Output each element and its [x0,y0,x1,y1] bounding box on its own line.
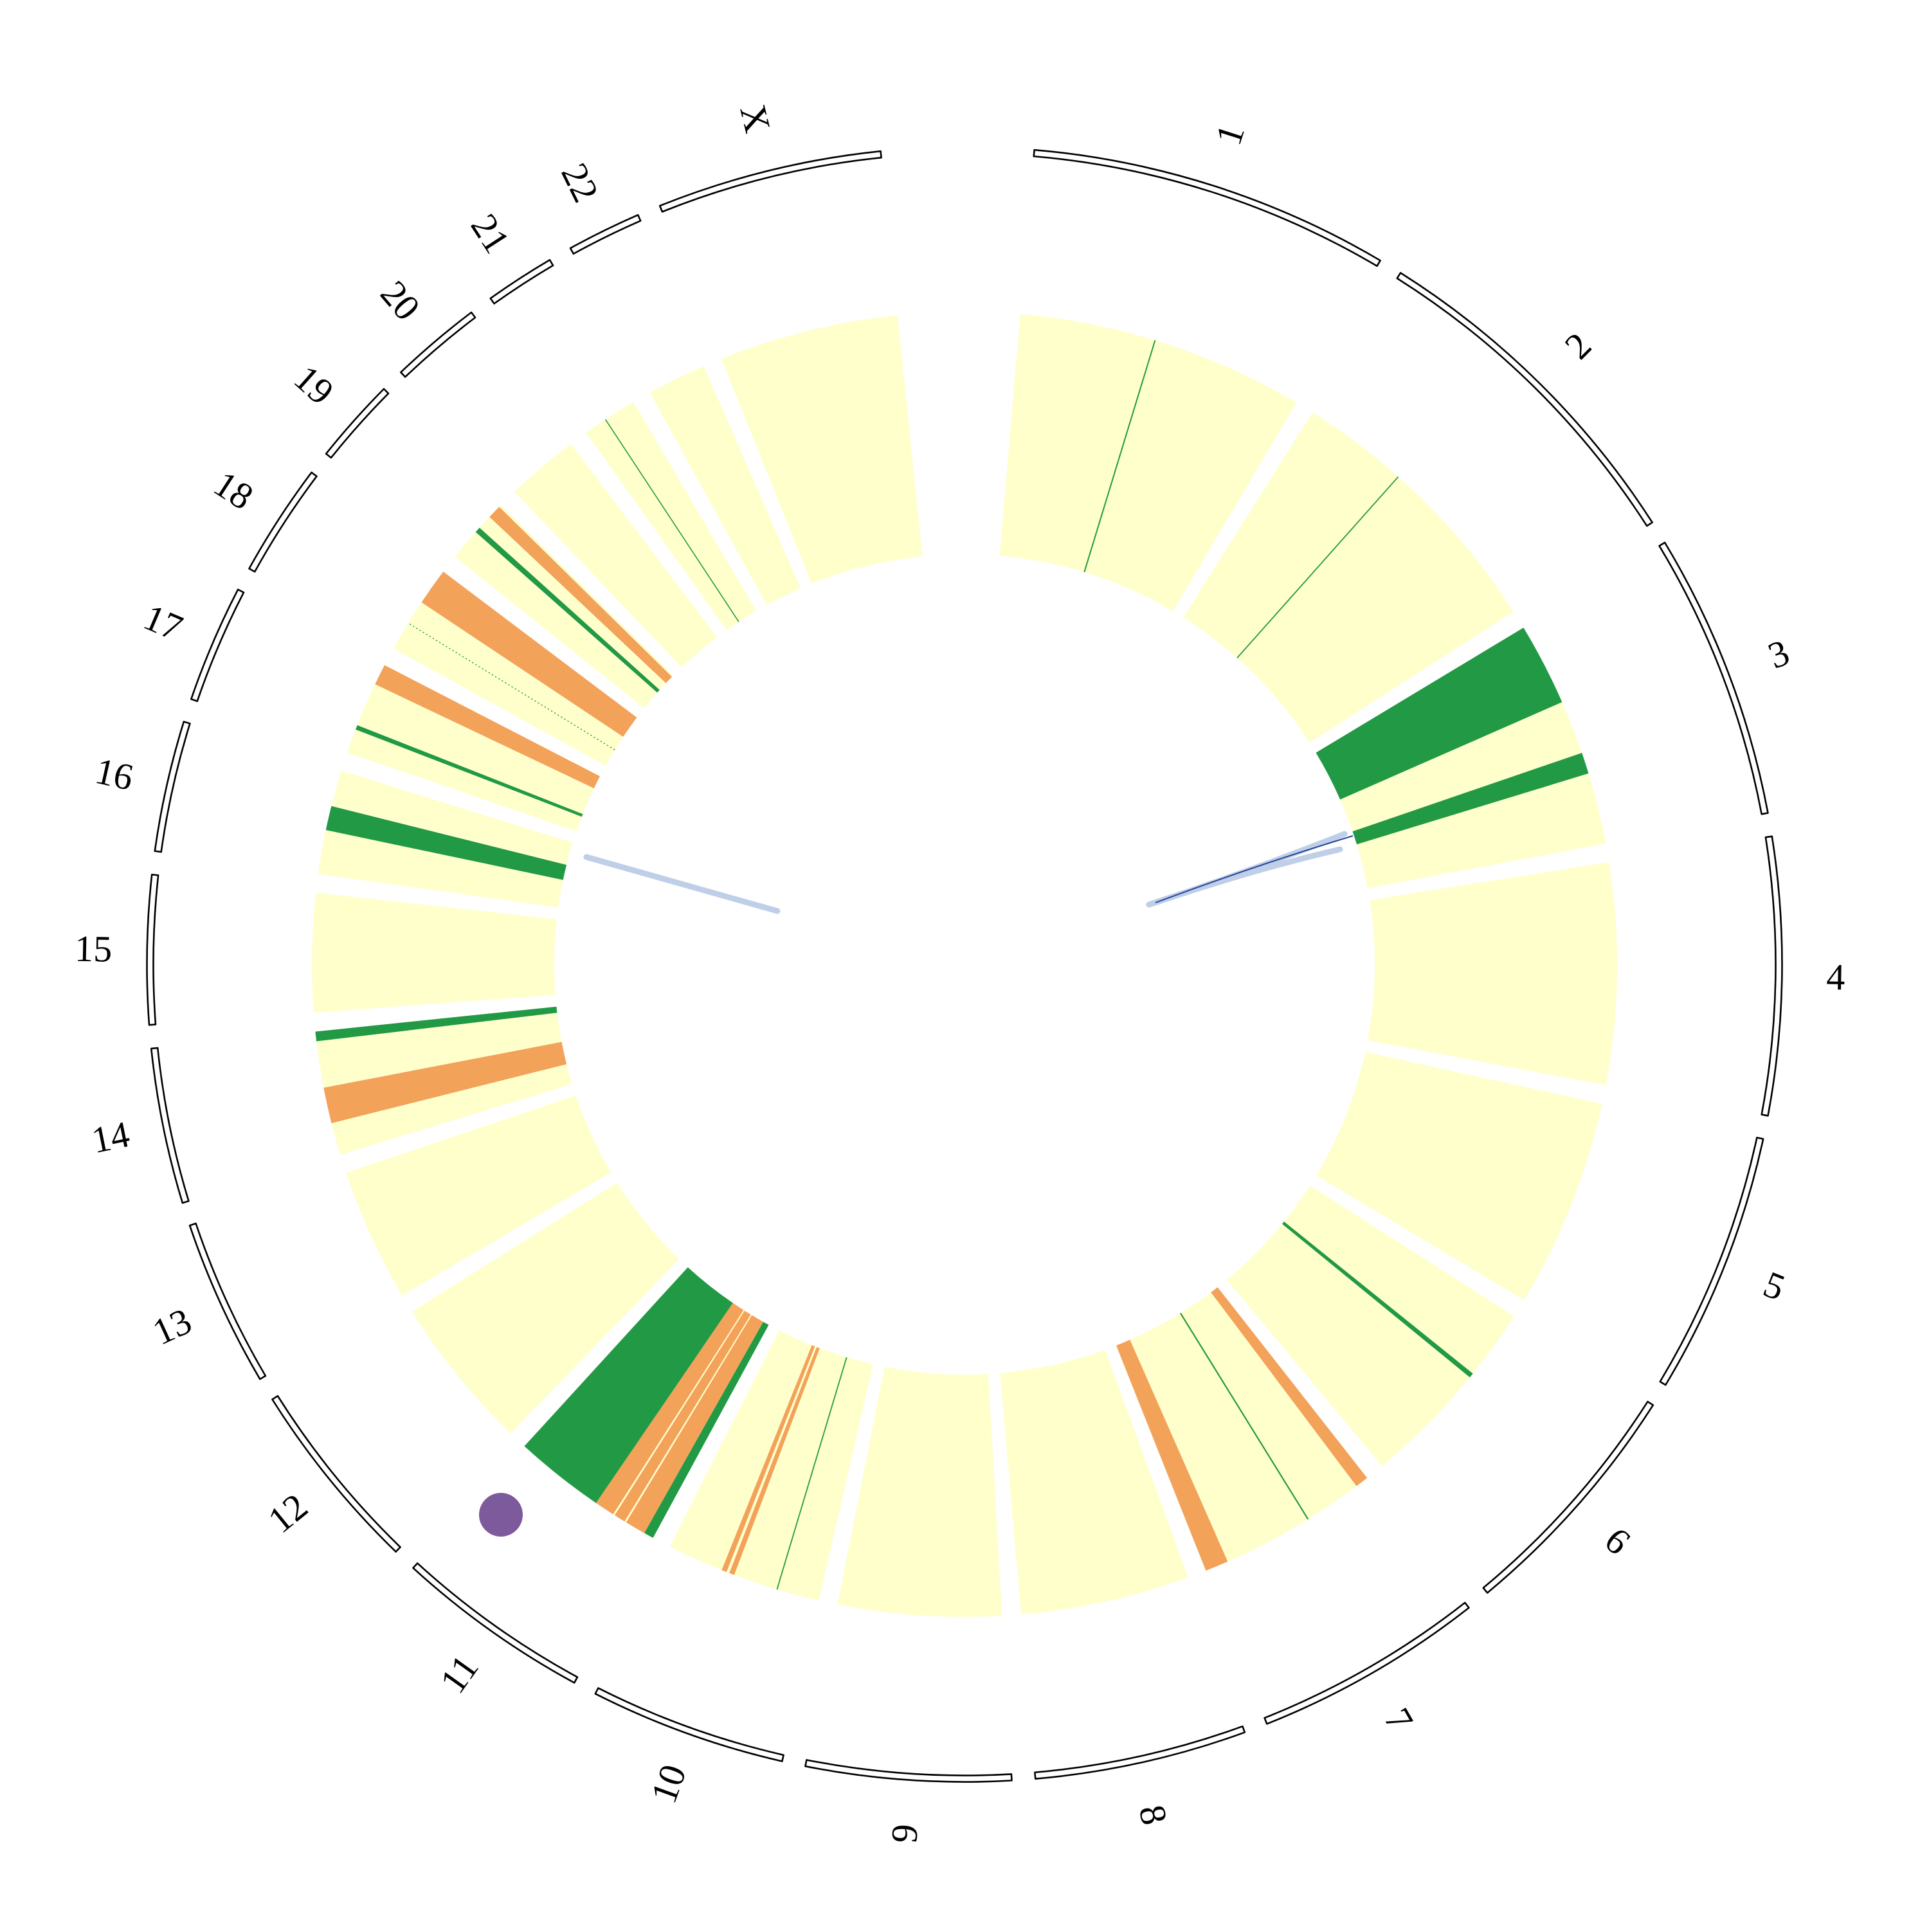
svg-text:15: 15 [75,928,113,970]
svg-text:4: 4 [1826,956,1845,998]
svg-text:16: 16 [91,750,137,799]
svg-text:14: 14 [88,1113,133,1161]
svg-text:9: 9 [883,1823,926,1844]
